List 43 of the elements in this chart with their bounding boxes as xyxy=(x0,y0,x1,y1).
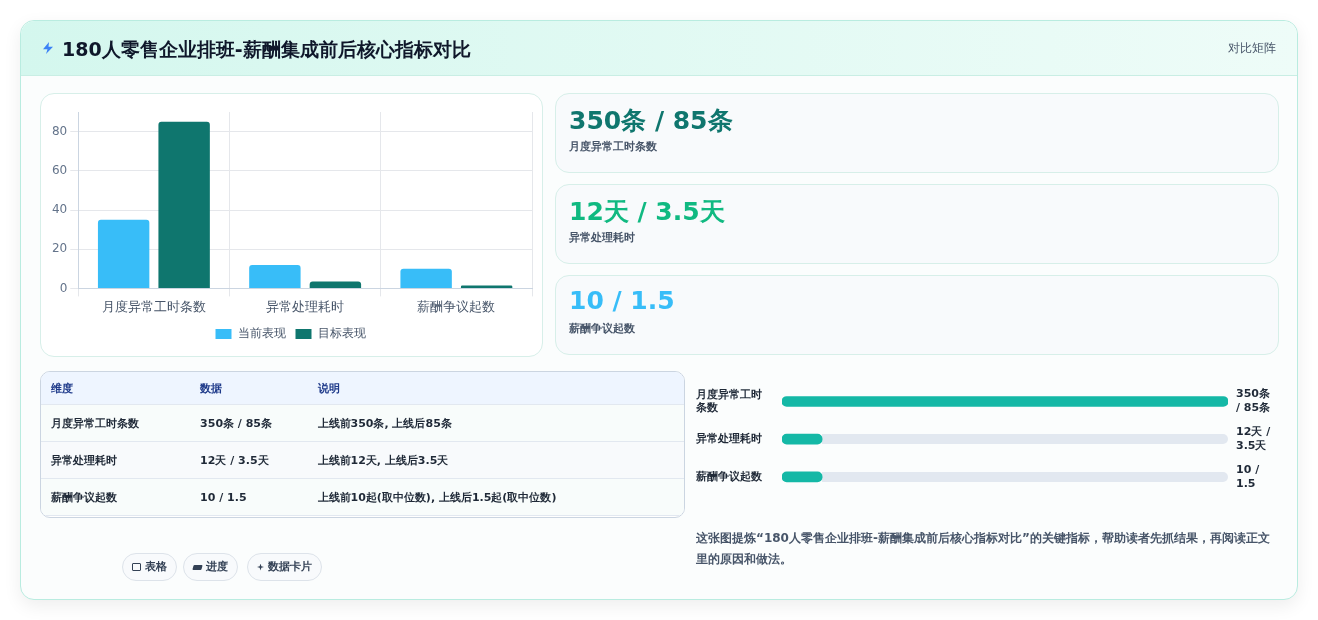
text: 进度 xyxy=(206,559,228,575)
bar xyxy=(460,285,513,288)
text: 12天 / 3.5天 xyxy=(1236,425,1272,453)
y-tick-label: 0 xyxy=(59,280,68,295)
legend-label: 当前表现 xyxy=(237,326,286,341)
bar xyxy=(158,121,210,288)
y-tick-label: 月度异常工时条数 xyxy=(695,387,762,414)
y-tick-label: 40 xyxy=(51,202,68,217)
text: 异常处理耗时 xyxy=(569,230,635,245)
x-tick-label: 异常处理耗时 xyxy=(266,298,345,314)
text: 10 / 1.5 xyxy=(1236,462,1261,490)
text: 350条 / 85条 xyxy=(1236,387,1271,415)
text: 数据 xyxy=(190,372,308,405)
text: 月度异常工时条数 xyxy=(569,139,657,154)
text: 12天 / 3.5天 xyxy=(190,441,308,479)
bar xyxy=(400,268,452,288)
x-tick-label: 薪酬争议起数 xyxy=(417,298,496,314)
text: 数据卡片 xyxy=(268,559,312,575)
bar xyxy=(97,219,150,288)
y-tick-label: 异常处理耗时 xyxy=(695,432,762,446)
bar xyxy=(249,264,301,288)
text: 10 / 1.5 xyxy=(569,286,675,315)
text: 350条 / 85条 xyxy=(190,404,308,442)
text: 说明 xyxy=(307,372,684,405)
bar xyxy=(309,281,362,288)
text: 上线前10起(取中位数), 上线后1.5起(取中位数) xyxy=(307,478,684,516)
text: 维度 xyxy=(41,372,191,405)
text: 180人零售企业排班-薪酬集成前后核心指标对比 xyxy=(62,37,471,62)
x-tick-label: 月度异常工时条数 xyxy=(101,298,206,314)
text: 上线前350条, 上线后85条 xyxy=(307,404,684,442)
y-tick-label: 20 xyxy=(51,241,68,256)
y-tick-label: 薪酬争议起数 xyxy=(695,469,763,483)
text: 350条 / 85条 xyxy=(569,105,733,137)
text: 10 / 1.5 xyxy=(190,478,308,516)
y-tick-label: 80 xyxy=(51,123,68,138)
text: 这张图提炼“180人零售企业排班-薪酬集成前后核心指标对比”的关键指标，帮助读者先抓结果，再阅读正文里的原因和做法。 xyxy=(696,530,1271,568)
text: 上线前12天, 上线后3.5天 xyxy=(307,441,684,479)
text: 12天 / 3.5天 xyxy=(569,196,725,228)
legend-label: 目标表现 xyxy=(317,326,366,341)
text: 表格 xyxy=(145,559,167,575)
text: 薪酬争议起数 xyxy=(569,321,635,336)
y-tick-label: 60 xyxy=(51,162,68,177)
text: 对比矩阵 xyxy=(1228,40,1276,57)
